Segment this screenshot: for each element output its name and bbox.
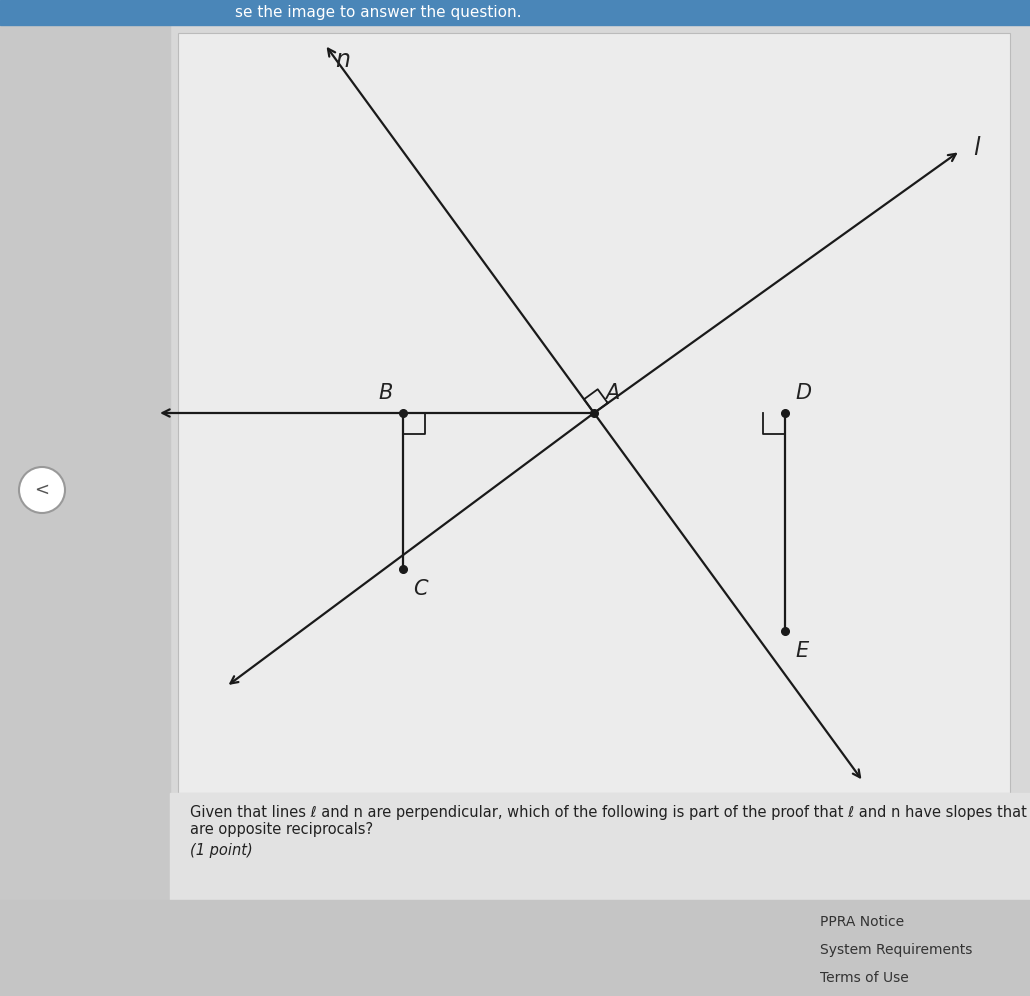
Bar <box>170 793 1030 900</box>
Text: (1 point): (1 point) <box>190 843 252 858</box>
Text: System Requirements: System Requirements <box>820 943 972 957</box>
Text: PPRA Notice: PPRA Notice <box>820 915 904 929</box>
Text: $B$: $B$ <box>378 383 392 403</box>
Text: $D$: $D$ <box>795 383 813 403</box>
Circle shape <box>19 467 65 513</box>
Bar <box>0 0 170 996</box>
Text: $A$: $A$ <box>604 383 620 403</box>
Text: $n$: $n$ <box>335 50 350 73</box>
Bar <box>0 0 1030 25</box>
Text: $C$: $C$ <box>413 579 430 599</box>
Text: $E$: $E$ <box>795 641 811 661</box>
Text: se the image to answer the question.: se the image to answer the question. <box>235 5 521 20</box>
Text: Given that lines ℓ and n are perpendicular, which of the following is part of th: Given that lines ℓ and n are perpendicul… <box>190 805 1027 838</box>
Text: $l$: $l$ <box>973 137 982 160</box>
Bar <box>0 900 1030 996</box>
Text: Terms of Use: Terms of Use <box>820 971 908 985</box>
Bar <box>178 33 1010 793</box>
Text: <: < <box>34 481 49 499</box>
